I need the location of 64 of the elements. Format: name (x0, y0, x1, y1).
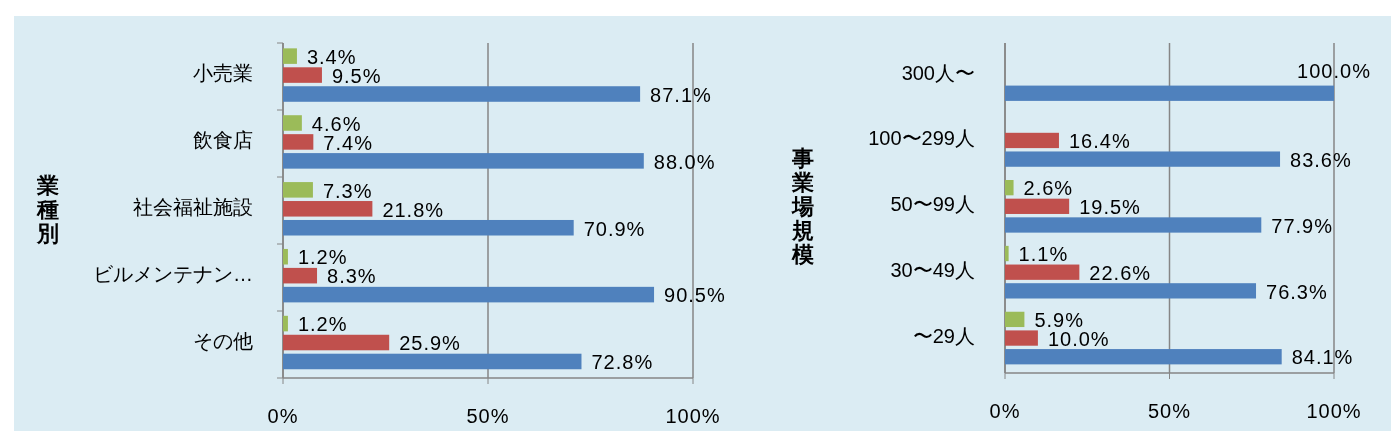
data-label: 1.2% (297, 313, 348, 336)
y-tick-label: 小売業 (193, 62, 253, 85)
bar (1005, 217, 1262, 233)
bar (283, 315, 288, 332)
y-axis-title: 業種別 (36, 172, 59, 246)
data-label: 84.1% (1291, 346, 1354, 369)
x-tick-label: 0% (267, 405, 299, 427)
bar (1005, 180, 1014, 196)
bar (1005, 330, 1038, 346)
x-tick-label: 50% (1147, 400, 1192, 422)
data-label: 19.5% (1079, 195, 1141, 218)
bar (283, 48, 297, 64)
bar (283, 115, 302, 131)
y-tick-label: 30〜49人 (890, 259, 975, 282)
bar (283, 201, 373, 217)
x-tick-label: 100% (665, 405, 721, 427)
y-tick-label: 100〜299人 (868, 127, 975, 150)
data-label: 25.9% (399, 332, 461, 355)
data-label: 76.3% (1266, 280, 1328, 303)
bar (1005, 311, 1025, 328)
y-tick-label: 〜29人 (912, 325, 975, 348)
data-label: 7.3% (322, 179, 373, 202)
data-label: 87.1% (650, 83, 712, 106)
data-label: 72.8% (591, 351, 654, 374)
y-tick-label: 50〜99人 (890, 193, 975, 216)
y-tick-label: 300人〜 (901, 61, 975, 84)
y-tick-label: ビルメンテナン… (93, 262, 253, 285)
y-tick-label: 飲食店 (193, 128, 253, 151)
bar (1005, 198, 1070, 214)
y-tick-label: その他 (193, 329, 253, 352)
data-label: 21.8% (382, 198, 445, 221)
data-label: 88.0% (653, 150, 716, 173)
data-label: 70.9% (583, 217, 646, 240)
bar (283, 267, 318, 284)
bar (283, 153, 644, 169)
bar (283, 248, 288, 265)
x-tick-label: 0% (989, 400, 1021, 422)
x-tick-label: 100% (1306, 400, 1362, 422)
bar (283, 334, 390, 351)
bar (283, 353, 582, 370)
bar (1005, 132, 1059, 149)
bar (283, 134, 314, 150)
bar (283, 219, 574, 236)
data-label: 22.6% (1089, 261, 1152, 284)
data-label: 90.5% (664, 284, 726, 307)
y-tick-label: 社会福祉施設 (133, 195, 253, 218)
bar (1005, 151, 1281, 167)
bar (283, 67, 322, 83)
bar (1005, 283, 1257, 299)
data-label: 100.0% (1297, 59, 1371, 82)
bar (283, 182, 313, 198)
y-axis-title: 事業場規模 (791, 145, 814, 267)
data-label: 2.6% (1023, 177, 1074, 200)
data-label: 1.1% (1018, 243, 1069, 266)
data-label: 77.9% (1271, 214, 1334, 237)
bar (283, 286, 655, 303)
data-label: 16.4% (1068, 130, 1131, 153)
bar (283, 86, 641, 102)
bar (1005, 349, 1282, 365)
x-tick-label: 50% (466, 405, 510, 427)
data-label: 83.6% (1290, 148, 1352, 171)
bar (1005, 85, 1334, 101)
bar (1005, 264, 1080, 280)
bar (1005, 245, 1009, 262)
